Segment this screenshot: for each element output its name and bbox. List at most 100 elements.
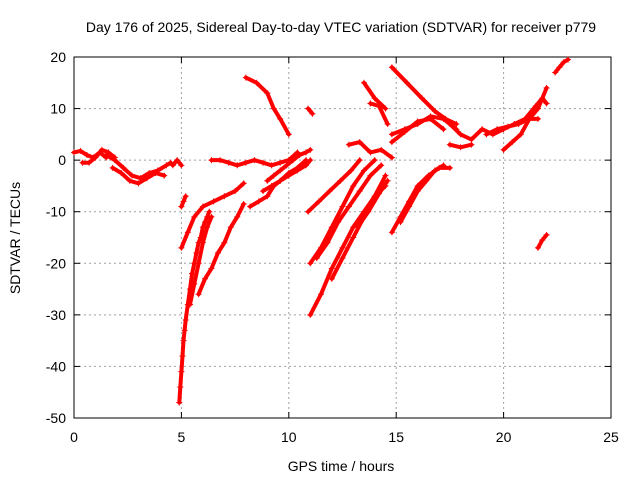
series-trace [355, 178, 390, 230]
data-point [191, 213, 198, 220]
data-point [388, 131, 395, 138]
data-point [350, 234, 357, 241]
data-point [210, 198, 217, 205]
data-point [376, 102, 383, 109]
y-tick-label: 0 [58, 152, 66, 168]
data-point [356, 139, 363, 146]
data-point [371, 95, 378, 102]
data-point [345, 203, 352, 210]
plot-frame [73, 56, 612, 419]
series-33 [446, 141, 475, 151]
data-point [199, 239, 206, 246]
data-point [268, 162, 275, 169]
data-point [277, 177, 284, 184]
data-point [446, 121, 453, 128]
series-trace [177, 271, 195, 405]
data-point [161, 172, 168, 179]
data-point [517, 131, 524, 138]
data-point [221, 239, 228, 246]
data-point [315, 198, 322, 205]
data-point [307, 157, 314, 164]
data-point [103, 151, 110, 158]
data-point [318, 291, 325, 298]
data-point [509, 139, 516, 146]
x-tick-label: 25 [603, 429, 619, 445]
data-point [208, 213, 215, 220]
data-point [354, 224, 361, 231]
data-point [543, 100, 550, 107]
data-point [253, 79, 260, 86]
data-point [206, 208, 213, 215]
series-5 [169, 157, 185, 169]
data-point [401, 128, 408, 135]
series-9 [178, 180, 247, 251]
data-point [453, 121, 460, 128]
data-point [98, 146, 105, 153]
data-point [565, 56, 572, 63]
data-point [195, 260, 202, 267]
y-tick-label: -10 [46, 204, 66, 220]
data-point [414, 118, 421, 125]
series-12 [208, 149, 301, 169]
data-point [128, 172, 135, 179]
data-point [560, 59, 567, 66]
data-point [260, 188, 267, 195]
data-point [427, 115, 434, 122]
series-trace [553, 57, 570, 75]
series-29 [388, 64, 460, 128]
data-point [79, 159, 86, 166]
data-point [195, 291, 202, 298]
data-point [232, 188, 239, 195]
data-point [388, 139, 395, 146]
data-point [522, 115, 529, 122]
data-point [234, 213, 241, 220]
y-axis-label: SDTVAR / TECUs [7, 182, 23, 294]
data-point [468, 141, 475, 148]
series-15 [260, 157, 314, 195]
data-point [270, 105, 277, 112]
data-point [339, 244, 346, 251]
axis-ticks [73, 56, 612, 419]
data-point [202, 219, 209, 226]
data-point [307, 146, 314, 153]
data-point [111, 157, 118, 164]
data-point [86, 159, 93, 166]
series-19 [307, 157, 378, 267]
data-point [539, 95, 546, 102]
data-point [264, 90, 271, 97]
data-point [468, 136, 475, 143]
data-point [403, 79, 410, 86]
series-16 [242, 74, 292, 138]
data-point [556, 64, 563, 71]
data-point [174, 157, 181, 164]
series-14 [264, 146, 314, 184]
data-point [120, 164, 127, 171]
data-point [283, 162, 290, 169]
series-23 [354, 177, 391, 231]
data-point [328, 265, 335, 272]
data-point [431, 108, 438, 115]
data-point [180, 198, 187, 205]
data-point [543, 84, 550, 91]
data-point [285, 131, 292, 138]
x-tick-label: 15 [388, 429, 404, 445]
data-point [479, 126, 486, 133]
data-point [339, 255, 346, 262]
data-point [302, 162, 309, 169]
data-point [264, 177, 271, 184]
data-point [309, 110, 316, 117]
x-axis-label: GPS time / hours [288, 458, 395, 474]
data-point [193, 249, 200, 256]
data-point [182, 317, 189, 324]
data-point [511, 121, 518, 128]
data-point [260, 159, 267, 166]
data-point [440, 162, 447, 169]
y-tick-label: 20 [50, 49, 66, 65]
data-point [397, 219, 404, 226]
series-24 [345, 139, 395, 161]
data-point [360, 167, 367, 174]
data-point [378, 162, 385, 169]
data-point [337, 177, 344, 184]
data-point [326, 188, 333, 195]
